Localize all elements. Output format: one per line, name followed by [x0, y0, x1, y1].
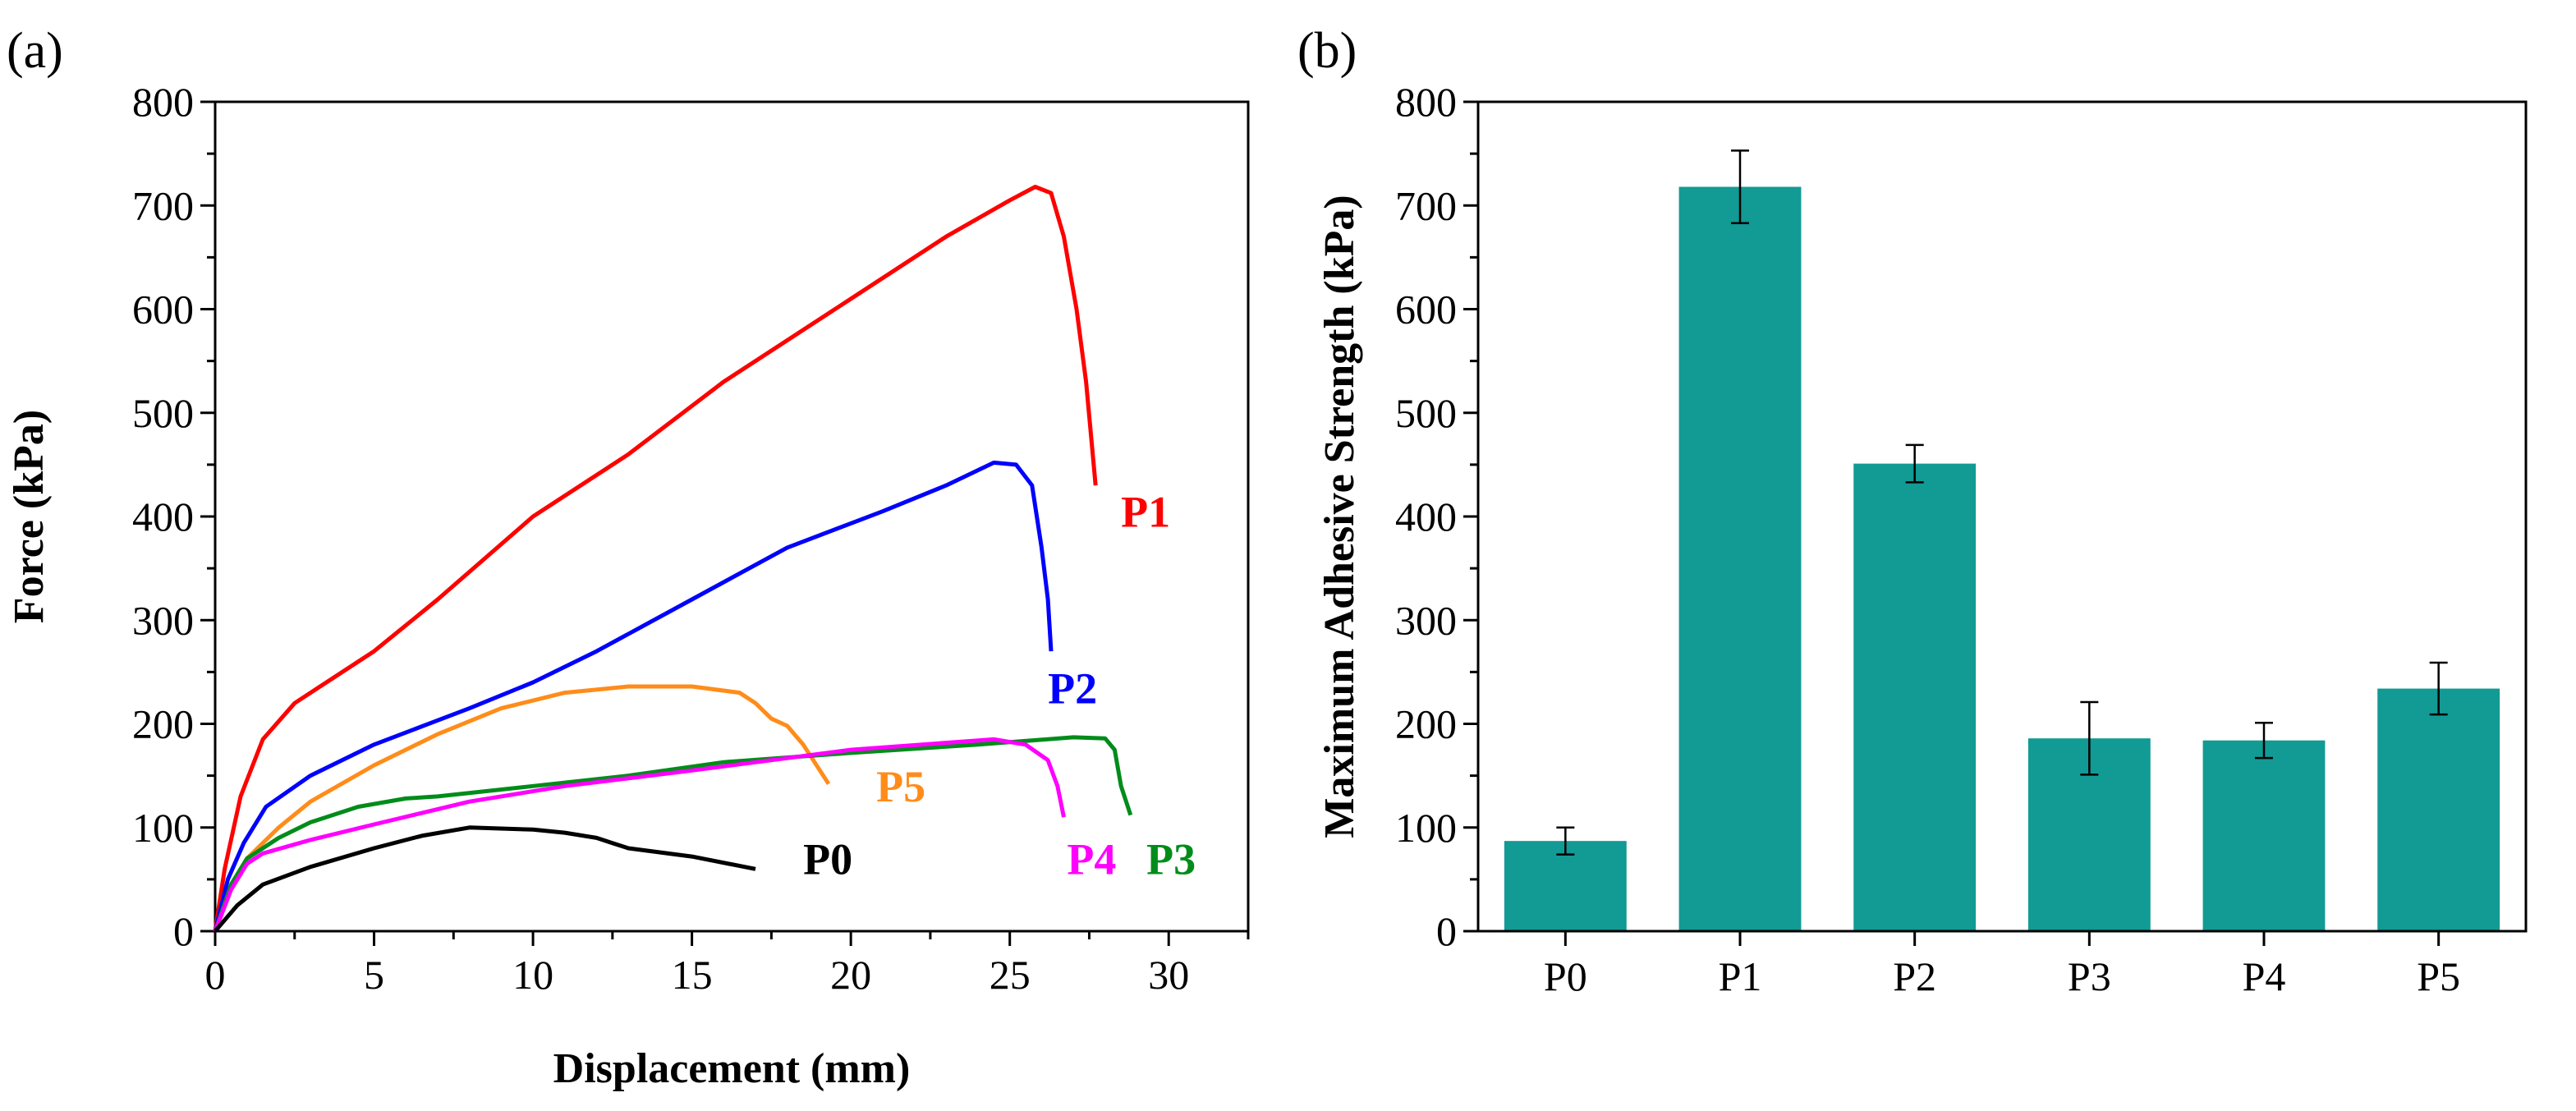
series-line-p4	[213, 737, 1066, 932]
series-label-p3: P3	[1146, 835, 1196, 884]
bar-p4	[2202, 740, 2326, 931]
series-label-p2: P2	[1048, 663, 1097, 713]
series-line-p2	[213, 460, 1054, 932]
x-tick-label: P4	[2243, 953, 2286, 999]
series-line-p0	[214, 825, 756, 933]
x-axis-title: Displacement (mm)	[553, 1045, 911, 1092]
bar-p0	[1504, 841, 1627, 931]
y-tick-label: 700	[132, 182, 194, 228]
y-tick-label: 100	[1395, 805, 1457, 851]
y-tick-label: 600	[132, 287, 194, 333]
series-label-p0: P0	[803, 835, 852, 884]
series-line-p3	[213, 735, 1133, 932]
y-tick-label: 800	[1395, 79, 1457, 125]
y-axis-title: Force (kPa)	[6, 410, 53, 623]
x-tick-label: 20	[830, 952, 871, 998]
y-tick-label: 0	[173, 908, 194, 954]
x-tick-label: P3	[2068, 953, 2111, 999]
y-tick-label: 500	[1395, 390, 1457, 436]
plot-frame	[1476, 100, 2528, 933]
x-tick-label: P2	[1893, 953, 1936, 999]
panel-b-label: (b)	[1297, 23, 1357, 79]
y-tick-label: 200	[1395, 701, 1457, 747]
y-tick-label: 600	[1395, 287, 1457, 333]
y-tick-label: 800	[132, 79, 194, 125]
y-tick-label: 300	[132, 597, 194, 643]
x-tick-label: 5	[364, 952, 384, 998]
y-tick-label: 0	[1436, 908, 1457, 954]
y-tick-label: 300	[1395, 597, 1457, 643]
x-tick-label: 15	[672, 952, 713, 998]
panel-a-label: (a)	[7, 23, 63, 79]
x-tick-label: 30	[1148, 952, 1189, 998]
y-tick-label: 700	[1395, 182, 1457, 228]
x-tick-label: 10	[512, 952, 553, 998]
y-tick-label: 400	[132, 494, 194, 539]
y-tick-label: 100	[132, 805, 194, 851]
panel-a-line-chart: (a) Displacement (mm) Force (kPa) 010020…	[6, 23, 1250, 1092]
y-tick-label: 400	[1395, 494, 1457, 539]
bar-p2	[1853, 463, 1977, 931]
x-tick-label: P1	[1719, 953, 1762, 999]
series-label-p5: P5	[876, 762, 925, 811]
y-axis-title: Maximum Adhesive Strength (kPa)	[1316, 195, 1363, 838]
panel-b-bar-chart: (b) Maximum Adhesive Strength (kPa) P0 P1…	[1297, 23, 2528, 999]
x-tick-label: 25	[990, 952, 1031, 998]
y-tick-label: 500	[132, 390, 194, 436]
y-tick-label: 200	[132, 701, 194, 747]
x-tick-label: P5	[2417, 953, 2460, 999]
series-line-p5	[213, 684, 831, 932]
x-tick-label: 0	[205, 952, 226, 998]
series-label-p1: P1	[1121, 488, 1170, 537]
series-line-p1	[213, 185, 1098, 932]
x-tick-label: P0	[1544, 953, 1587, 999]
bar-p5	[2377, 688, 2500, 931]
bar-p1	[1678, 186, 1802, 931]
series-label-p4: P4	[1067, 835, 1116, 884]
